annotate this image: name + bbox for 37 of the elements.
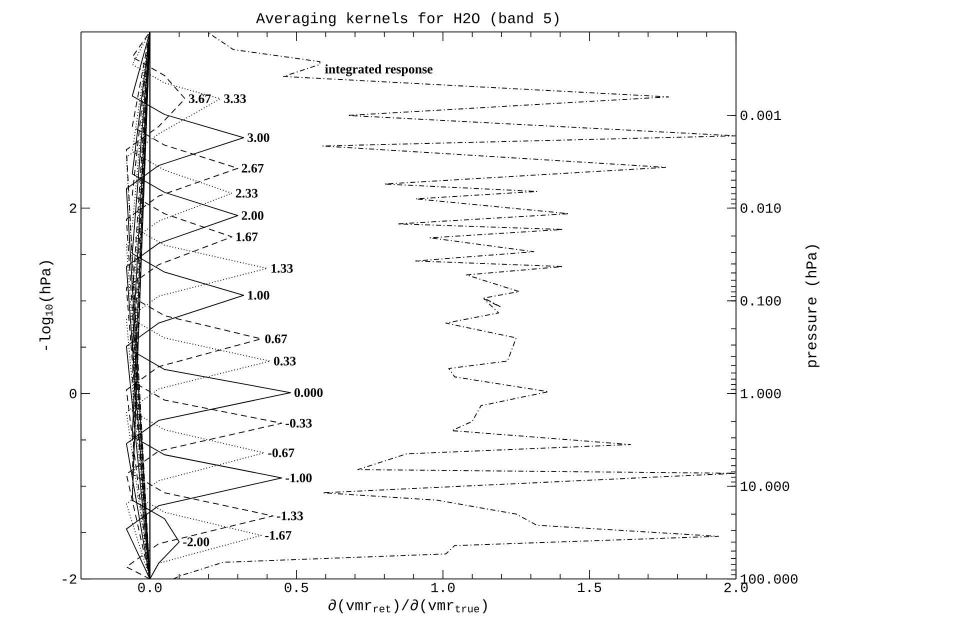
- annotation: -2.00: [183, 538, 210, 546]
- x-tick-label: 0.5: [284, 582, 308, 592]
- x-tick-label: 1.0: [431, 582, 455, 592]
- y-tick-label: 2: [70, 203, 76, 213]
- y-tick-label: -2: [62, 574, 76, 584]
- y2-axis-title: pressure (hPa): [805, 245, 820, 367]
- y2-tick-label: 100.000: [740, 574, 798, 584]
- annotation: -0.33: [286, 418, 312, 428]
- annotation: -1.33: [276, 512, 303, 520]
- x-tick-label: 1.5: [578, 582, 602, 592]
- annotation: 1.33: [272, 264, 293, 273]
- annotation: 1.67: [236, 232, 258, 242]
- y2-tick-label: 10.000: [740, 482, 790, 492]
- y2-tick-label: 1.000: [740, 388, 781, 398]
- y-axis-title: -log$_{10}$(hPa): [39, 261, 54, 350]
- annotation: 3.00: [248, 133, 270, 142]
- annotation: -1.00: [286, 474, 312, 482]
- annotation: 1.00: [248, 290, 270, 300]
- x-axis-title: ∂(vmr$_{ret}$)/∂(vmr$_{true}$): [328, 599, 487, 614]
- annotation: 2.33: [236, 188, 258, 198]
- annotation: -0.67: [268, 448, 294, 458]
- annotation: 2.67: [242, 164, 264, 173]
- y2-tick-label: 0.010: [740, 203, 781, 213]
- annotation: 0.67: [265, 334, 288, 344]
- annotation: 0.000: [294, 388, 323, 398]
- x-tick-label: 2.0: [724, 582, 748, 592]
- annotation: 2.00: [242, 211, 264, 220]
- annotation: 0.33: [274, 356, 296, 366]
- annotation: integrated response: [325, 64, 432, 76]
- x-tick-label: 0.0: [138, 582, 162, 592]
- annotation: 3.67: [188, 94, 211, 104]
- annotation: 3.33: [224, 94, 246, 104]
- y2-tick-label: 0.100: [740, 296, 781, 306]
- y2-tick-label: 0.001: [740, 110, 781, 120]
- chart-title: Averaging kernels for H2O (band 5): [256, 12, 558, 26]
- annotation: -1.67: [265, 531, 292, 540]
- y-tick-label: 0: [70, 388, 76, 398]
